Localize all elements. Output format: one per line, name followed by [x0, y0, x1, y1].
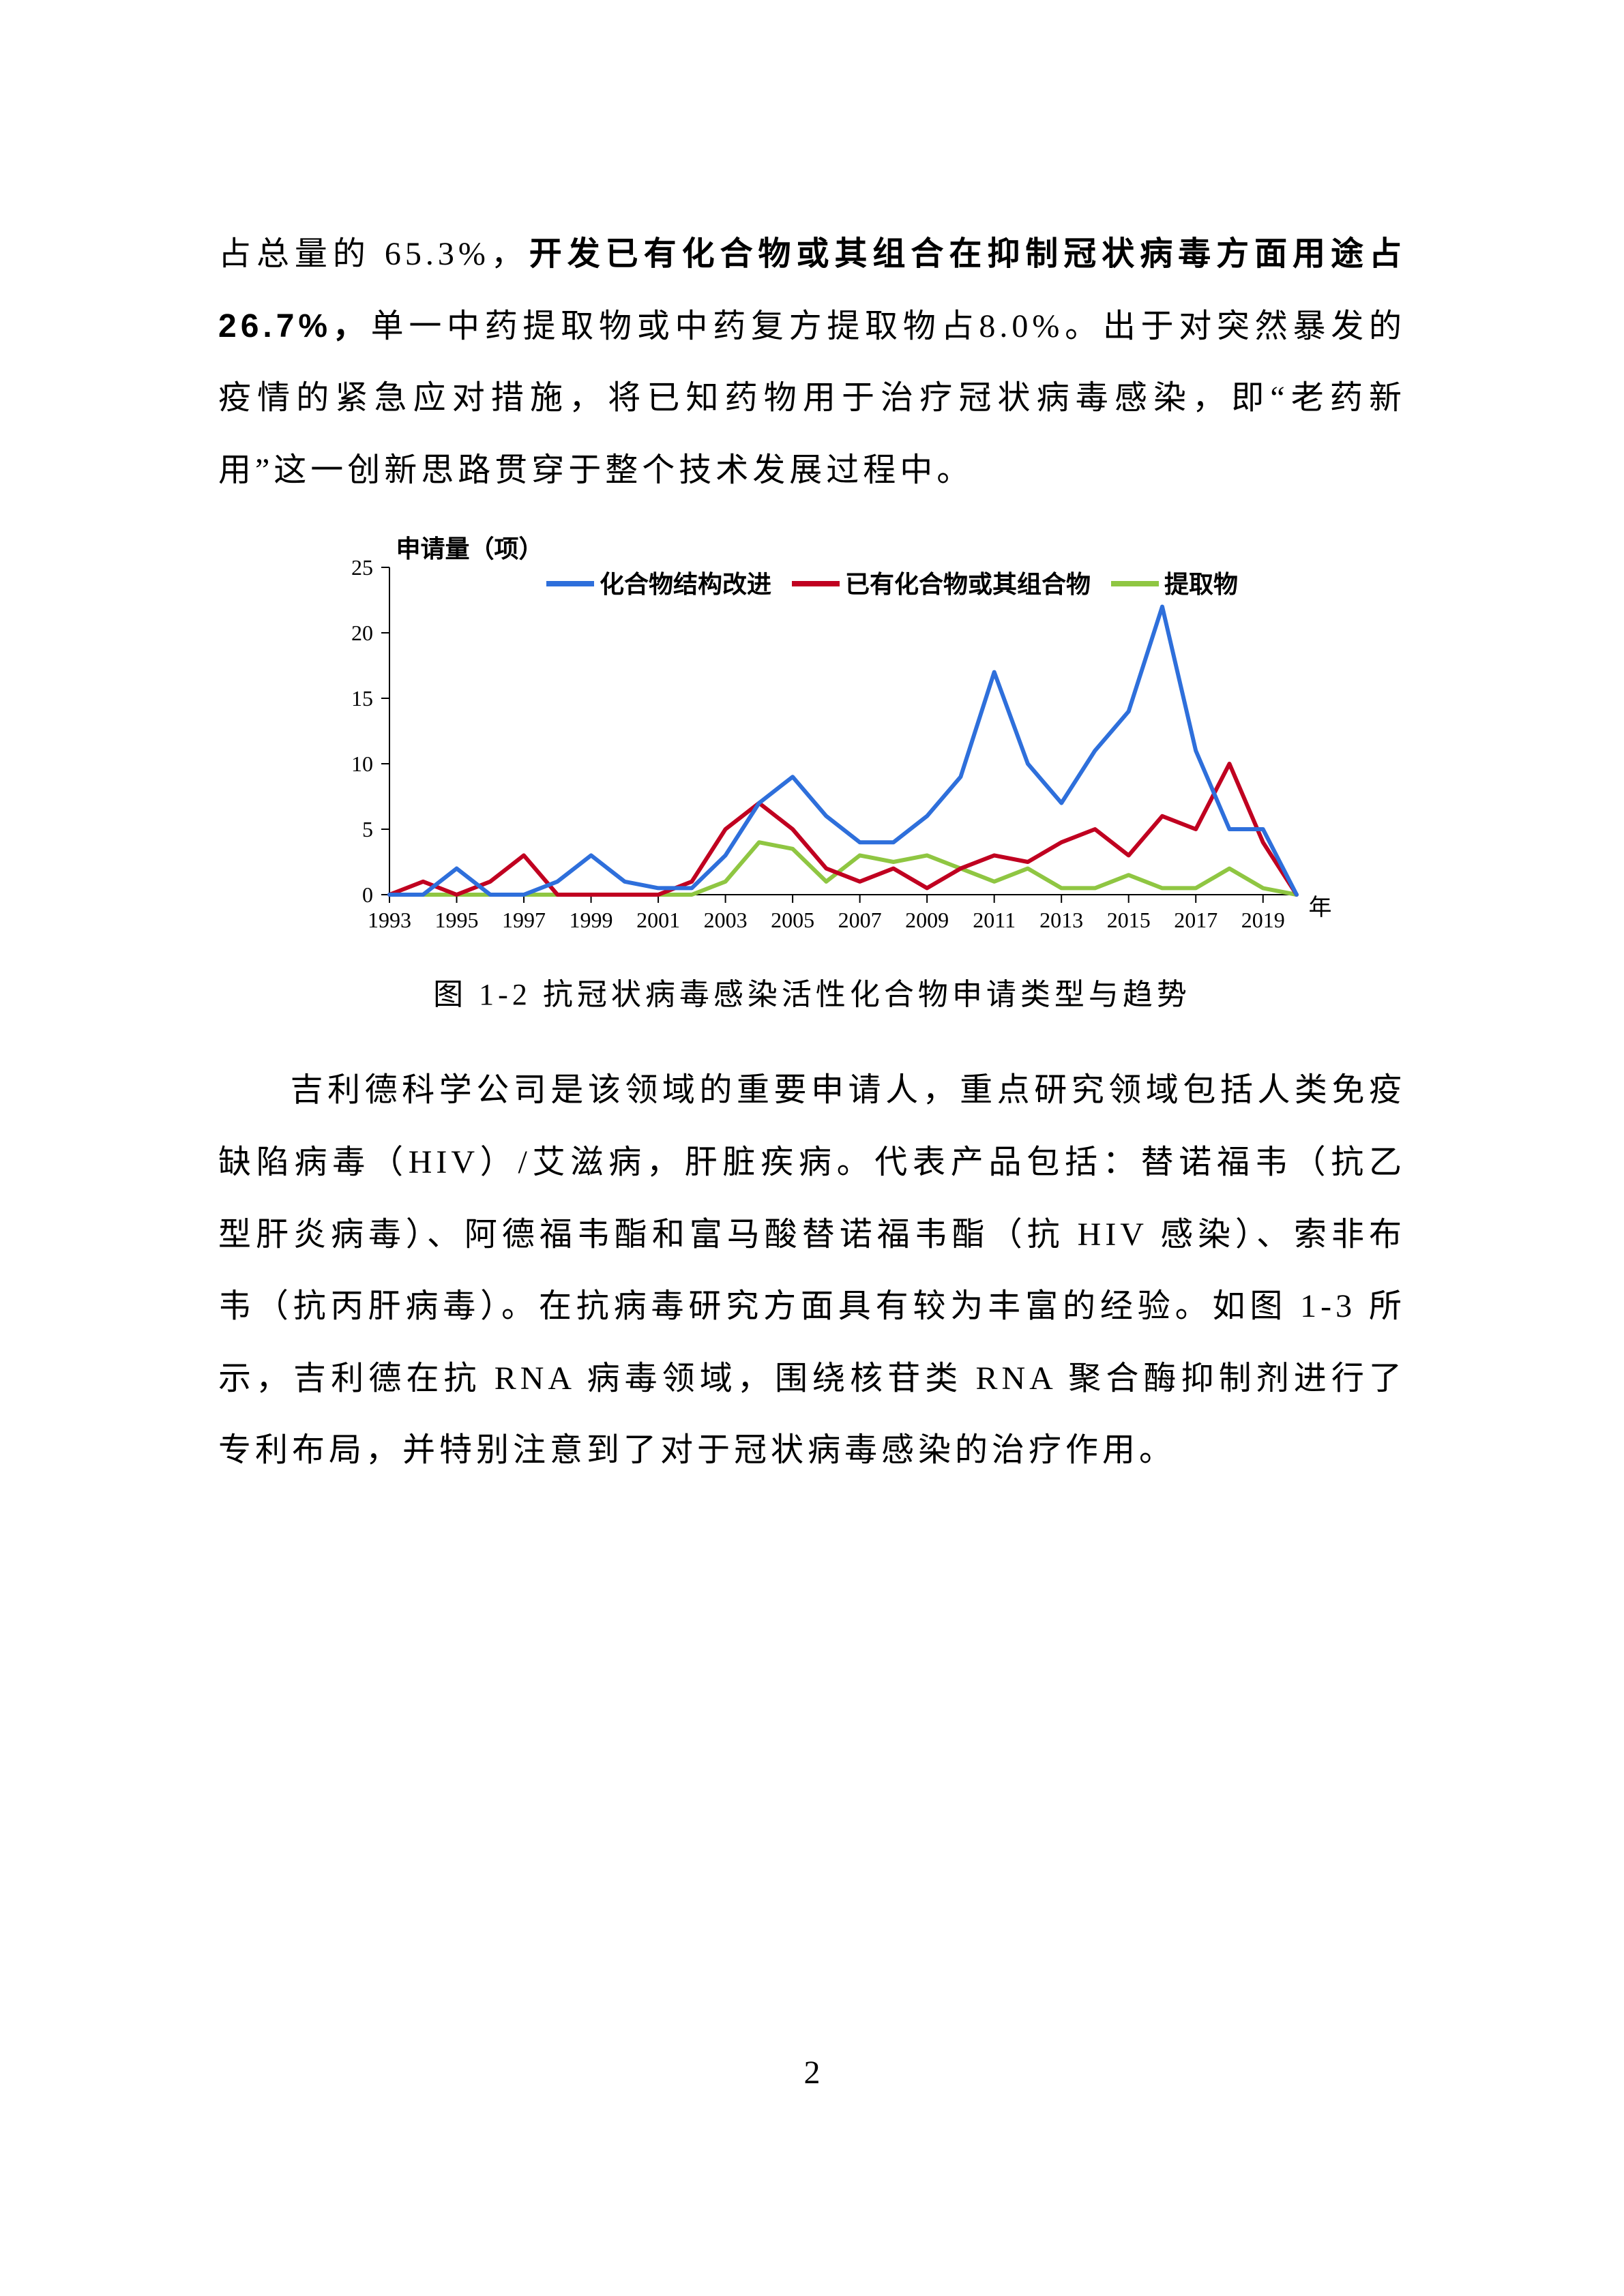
svg-text:0: 0	[362, 882, 373, 907]
chart-caption: 图 1-2 抗冠状病毒感染活性化合物申请类型与趋势	[218, 970, 1406, 1013]
chart-y-axis-label: 申请量（项）	[396, 529, 544, 565]
paragraph-2: 吉利德科学公司是该领域的重要申请人，重点研究领域包括人类免疫缺陷病毒（HIV）/…	[218, 1054, 1406, 1487]
svg-text:提取物: 提取物	[1164, 570, 1238, 598]
trend-chart: 申请量（项） 051015202519931995199719992001200…	[301, 533, 1324, 956]
svg-text:1993: 1993	[368, 908, 411, 932]
svg-text:2013: 2013	[1039, 908, 1083, 932]
svg-text:2009: 2009	[905, 908, 949, 932]
svg-text:10: 10	[351, 751, 373, 776]
svg-text:2011: 2011	[973, 908, 1016, 932]
svg-text:1997: 1997	[502, 908, 546, 932]
svg-text:2003: 2003	[703, 908, 747, 932]
page-number: 2	[0, 2054, 1624, 2091]
svg-text:2005: 2005	[771, 908, 814, 932]
para1-pre: 占总量的 65.3%，	[218, 236, 529, 272]
svg-text:15: 15	[351, 686, 373, 711]
svg-text:2019: 2019	[1241, 908, 1284, 932]
svg-text:已有化合物或其组合物: 已有化合物或其组合物	[845, 570, 1091, 598]
svg-text:2001: 2001	[636, 908, 680, 932]
chart-x-axis-label: 年	[1309, 889, 1332, 922]
svg-text:5: 5	[362, 817, 373, 841]
svg-text:2007: 2007	[838, 908, 881, 932]
paragraph-1: 占总量的 65.3%，开发已有化合物或其组合在抑制冠状病毒方面用途占 26.7%…	[218, 218, 1406, 506]
para1-post: 单一中药提取物或中药复方提取物占8.0%。出于对突然暴发的疫情的紧急应对措施，将…	[218, 308, 1406, 488]
svg-text:化合物结构改进: 化合物结构改进	[600, 570, 771, 598]
chart-svg: 0 5 10 15 20 25 1993 1995 1997 1999 2001 2003 2005 20…	[301, 533, 1324, 956]
svg-text:2017: 2017	[1174, 908, 1217, 932]
svg-text:1995: 1995	[434, 908, 478, 932]
svg-text:2015: 2015	[1106, 908, 1150, 932]
svg-text:25: 25	[351, 555, 373, 580]
svg-text:1999: 1999	[569, 908, 612, 932]
svg-text:20: 20	[351, 621, 373, 645]
